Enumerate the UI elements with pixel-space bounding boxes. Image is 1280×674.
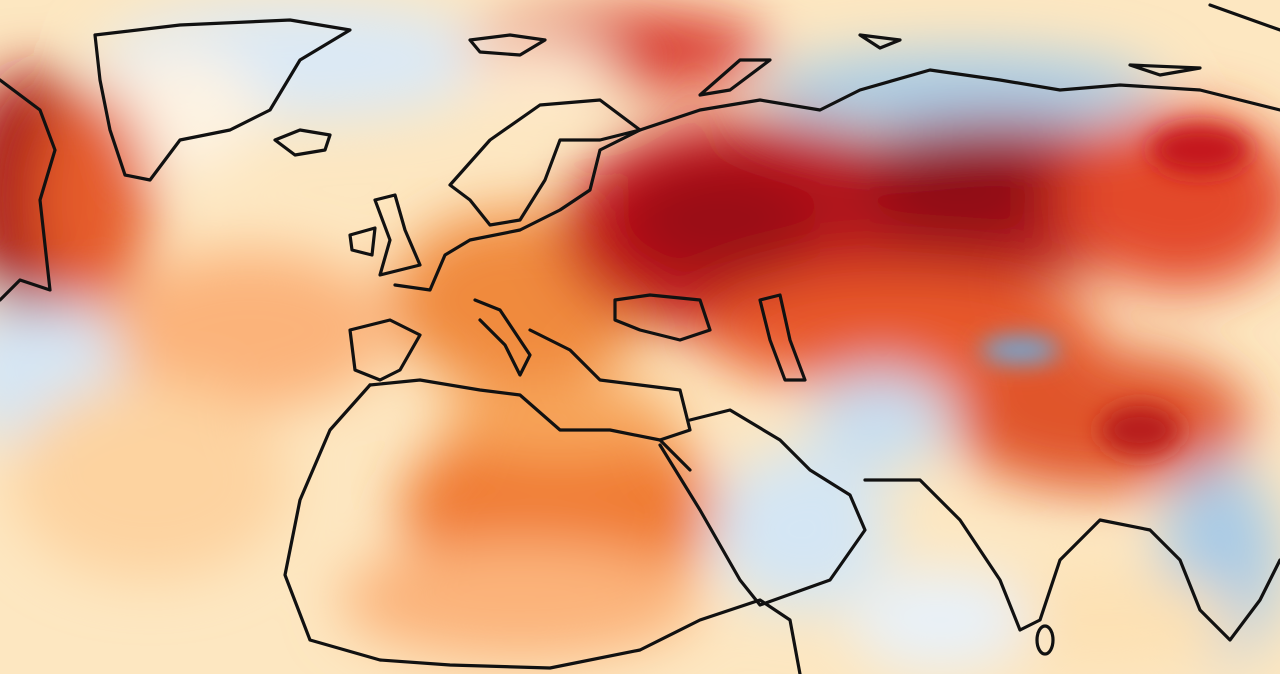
temperature-detail bbox=[980, 125, 1250, 455]
coastlines bbox=[0, 3, 1280, 674]
